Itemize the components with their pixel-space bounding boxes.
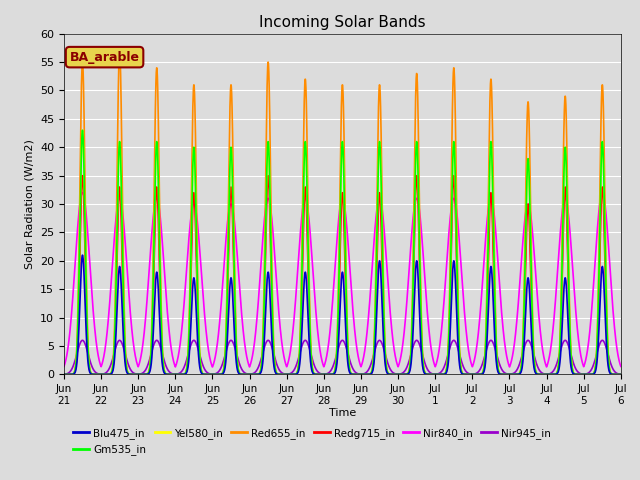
Y-axis label: Solar Radiation (W/m2): Solar Radiation (W/m2) xyxy=(24,139,35,269)
Text: BA_arable: BA_arable xyxy=(70,51,140,64)
Title: Incoming Solar Bands: Incoming Solar Bands xyxy=(259,15,426,30)
Legend: Blu475_in, Gm535_in, Yel580_in, Red655_in, Redg715_in, Nir840_in, Nir945_in: Blu475_in, Gm535_in, Yel580_in, Red655_i… xyxy=(69,424,555,459)
X-axis label: Time: Time xyxy=(329,408,356,419)
